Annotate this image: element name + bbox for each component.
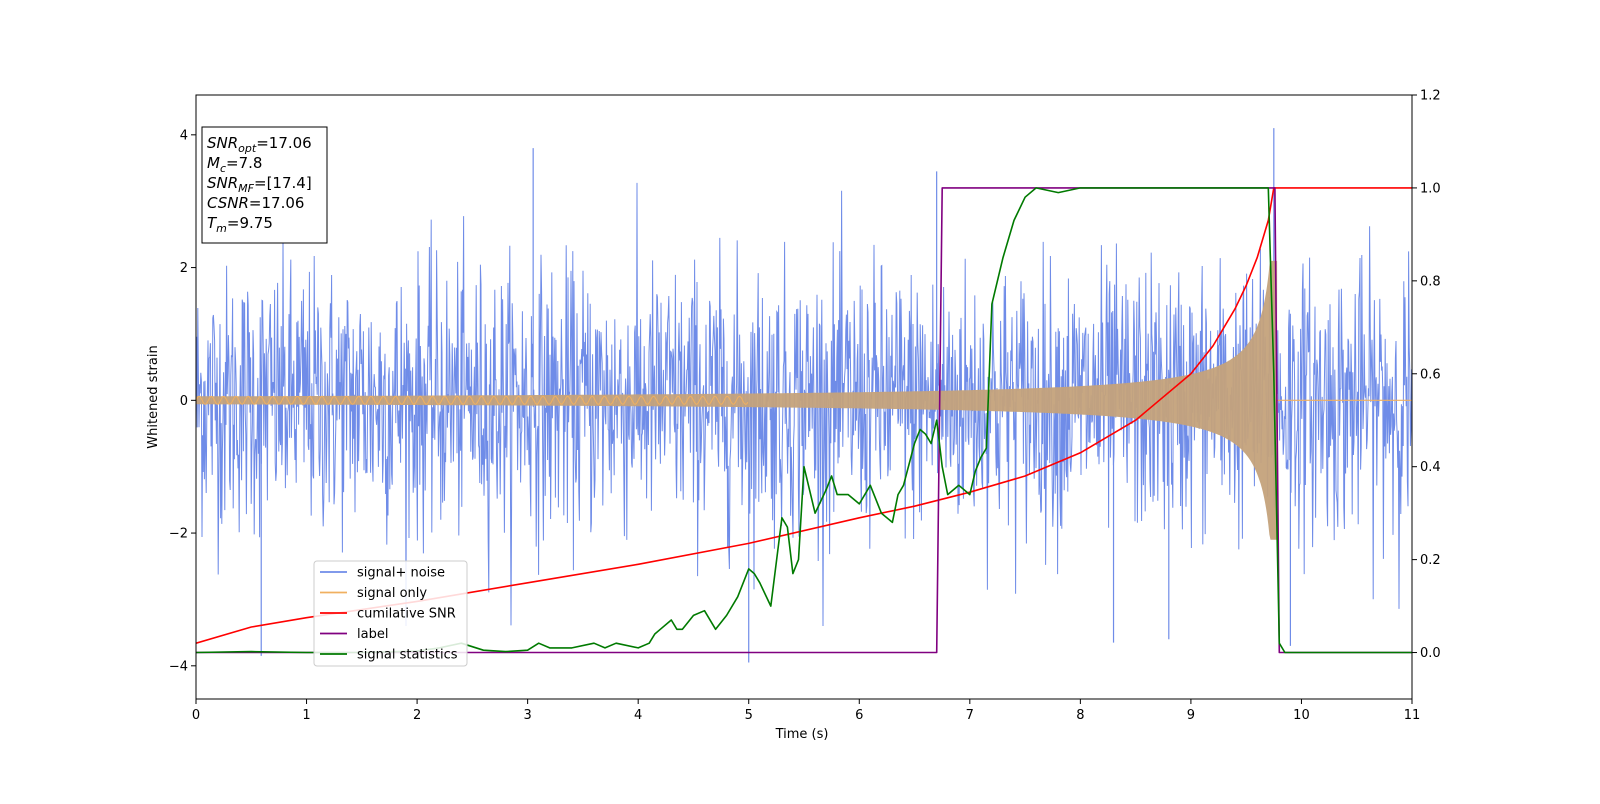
info-box-line: Mc=7.8 [207, 154, 262, 175]
legend-label: signal only [357, 586, 427, 601]
legend: signal+ noise signal only cumilative SNR la… [313, 560, 468, 667]
x-tick-label: 7 [966, 708, 974, 723]
x-tick-label: 9 [1187, 708, 1195, 723]
x-tick-label: 4 [634, 708, 642, 723]
y-tick-label: 0 [180, 394, 188, 409]
x-tick-label: 0 [192, 708, 200, 723]
info-box-line: Tm=9.75 [207, 214, 273, 235]
x-tick-label: 2 [413, 708, 421, 723]
y2-tick-label: 0.0 [1420, 646, 1441, 661]
signal-only-series [196, 260, 1412, 540]
x-tick-label: 1 [302, 708, 310, 723]
x-tick-label: 3 [523, 708, 531, 723]
info-box-line: SNRMF=[17.4] [207, 174, 312, 195]
info-box-line: CSNR=17.06 [207, 194, 304, 212]
legend-label: label [357, 627, 388, 642]
x-tick-label: 5 [745, 708, 753, 723]
y2-tick-label: 1.2 [1420, 89, 1441, 104]
plot-frame [195, 94, 1413, 700]
legend-label: cumilative SNR [357, 607, 456, 622]
y2-tick-label: 1.0 [1420, 181, 1441, 196]
x-axis-ticks: 0 1 2 3 4 5 6 7 8 9 10 11 [192, 699, 1420, 723]
y-tick-label: 2 [180, 261, 188, 276]
y-tick-label: −2 [169, 527, 188, 542]
x-axis-label: Time (s) [775, 727, 829, 742]
y2-tick-label: 0.2 [1420, 553, 1441, 568]
x-tick-label: 8 [1076, 708, 1084, 723]
legend-label: signal statistics [357, 648, 458, 663]
x-tick-label: 11 [1404, 708, 1421, 723]
x-tick-label: 10 [1293, 708, 1310, 723]
signal-only-line [196, 395, 749, 405]
y-tick-label: −4 [169, 659, 188, 674]
info-box: SNRopt=17.06Mc=7.8SNRMF=[17.4]CSNR=17.06… [201, 126, 328, 244]
legend-frame [313, 560, 468, 667]
legend-label: signal+ noise [357, 566, 445, 581]
x-tick-label: 6 [855, 708, 863, 723]
y2-tick-label: 0.8 [1420, 274, 1441, 289]
series-line-signal-statistics [196, 187, 1412, 654]
y-axis-ticks: 4 2 0 −2 −4 [169, 128, 196, 674]
y-axis-label: Whitened strain [146, 345, 161, 448]
y2-tick-label: 0.6 [1420, 367, 1441, 382]
y2-axis-ticks: 1.2 1.0 0.8 0.6 0.4 0.2 0.0 [1412, 89, 1441, 661]
info-box-line: SNRopt=17.06 [207, 134, 312, 155]
info-box-frame [201, 126, 328, 244]
y2-tick-label: 0.4 [1420, 460, 1441, 475]
y-tick-label: 4 [180, 128, 188, 143]
